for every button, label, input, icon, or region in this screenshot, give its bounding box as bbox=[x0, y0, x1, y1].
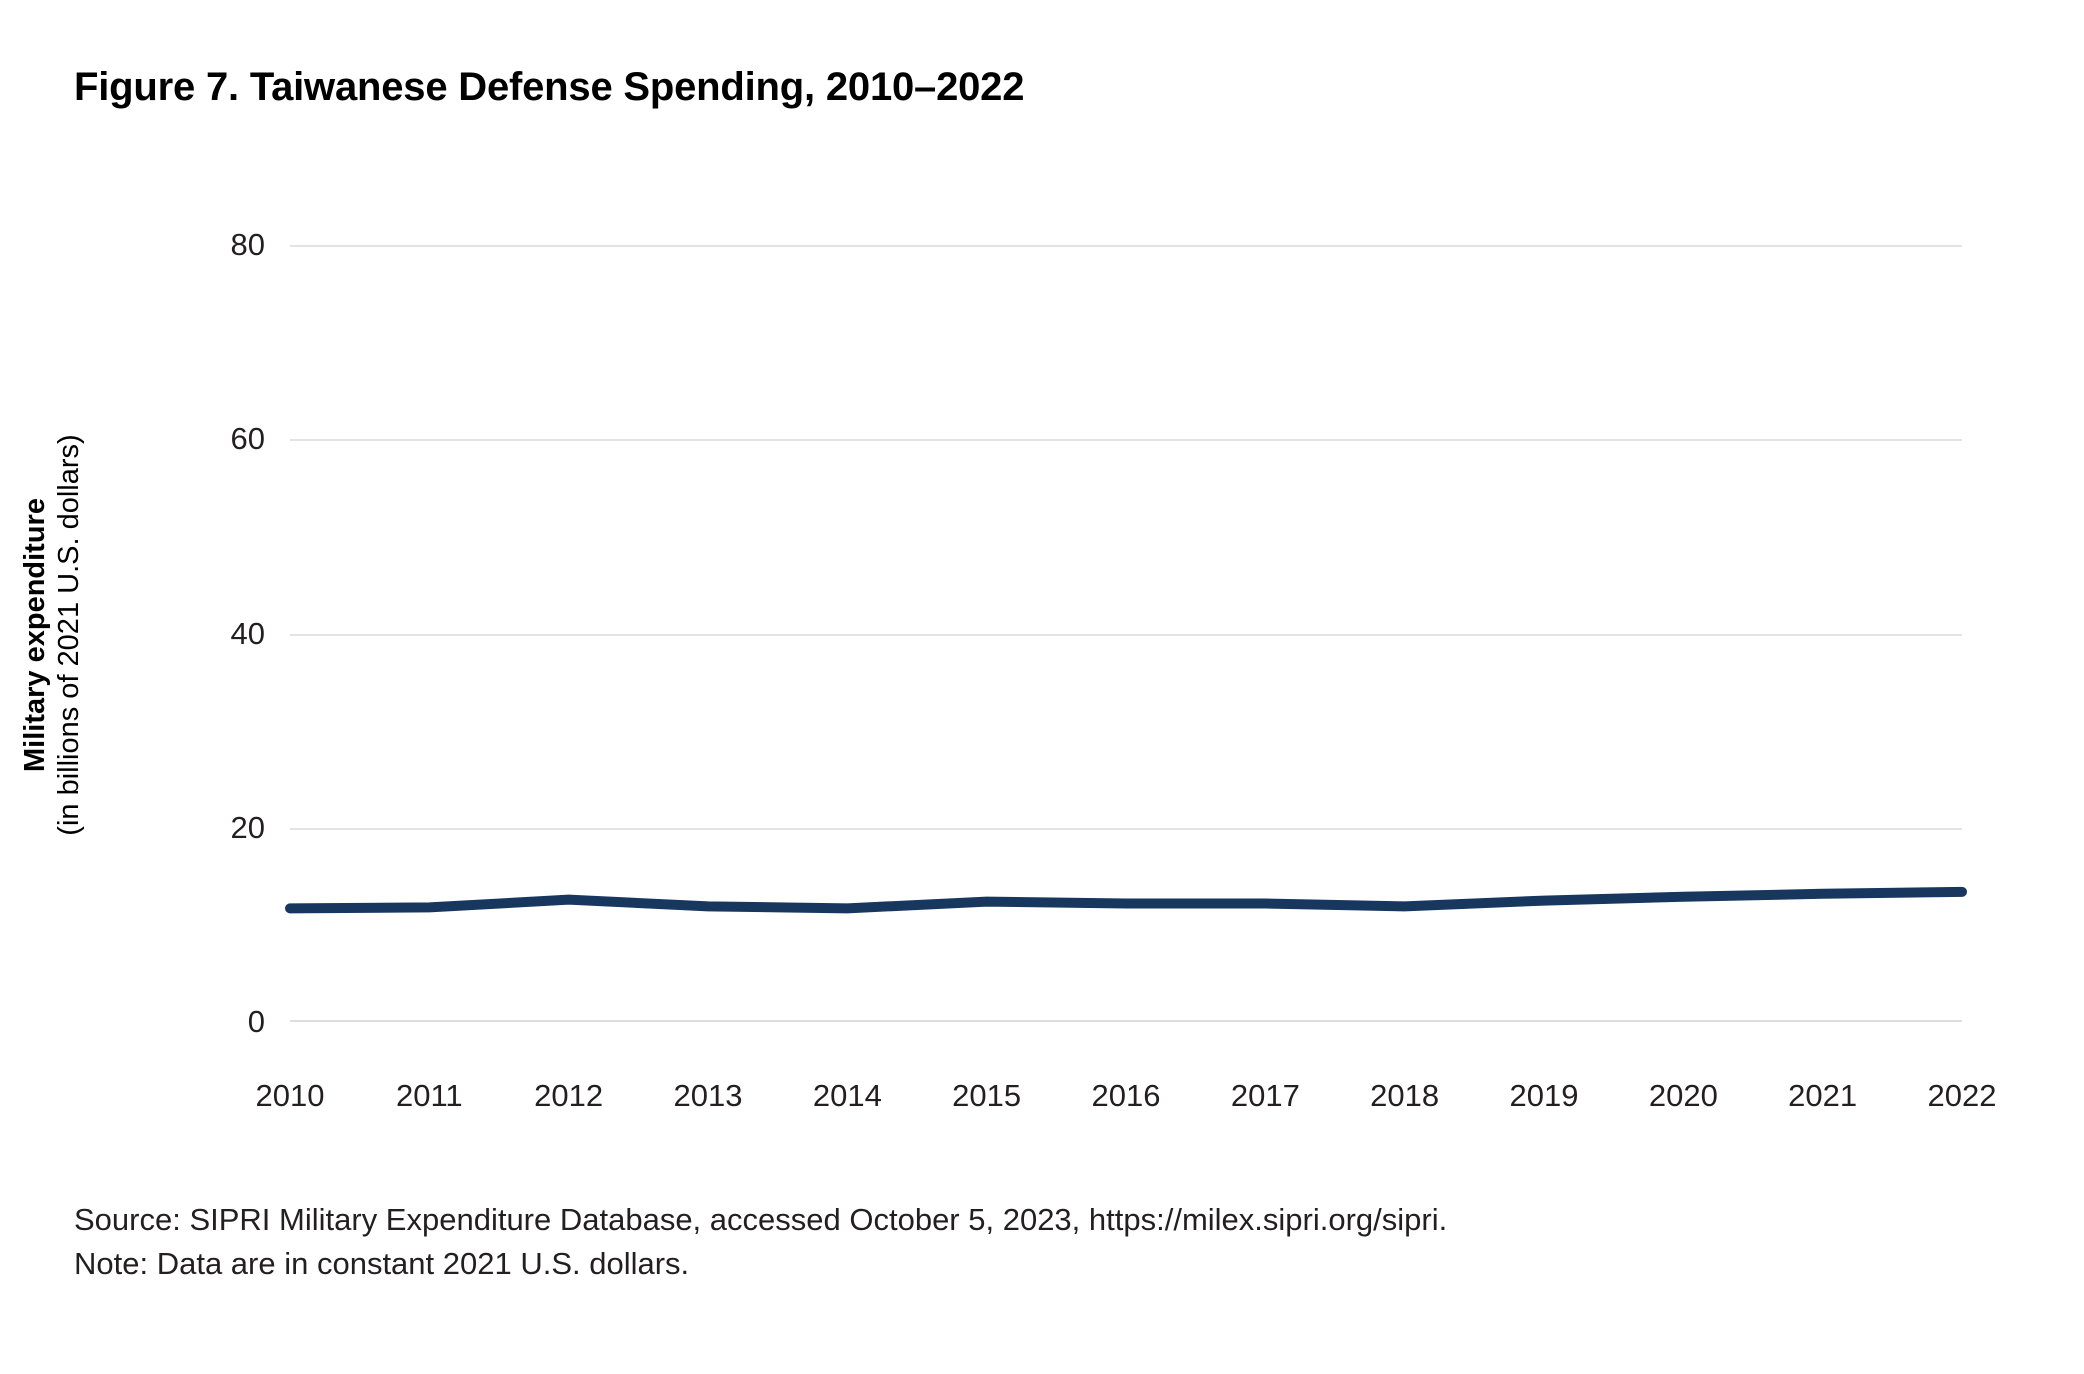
figure-title: Figure 7. Taiwanese Defense Spending, 20… bbox=[74, 65, 1025, 109]
x-tick-2016: 2016 bbox=[1091, 1078, 1161, 1113]
x-tick-2011: 2011 bbox=[395, 1078, 463, 1113]
y-axis-title-line2: (in billions of 2021 U.S. dollars) bbox=[53, 434, 86, 836]
y-tick-0: 0 bbox=[247, 1004, 265, 1039]
y-axis-ticks: 80 60 40 20 0 bbox=[145, 227, 265, 1039]
gridline-60 bbox=[290, 439, 1962, 441]
series-line-chart bbox=[285, 886, 1967, 914]
gridline-40 bbox=[290, 634, 1962, 636]
x-tick-2014: 2014 bbox=[812, 1078, 882, 1113]
x-tick-2018: 2018 bbox=[1370, 1078, 1440, 1113]
y-tick-80: 80 bbox=[230, 227, 265, 262]
gridline-20 bbox=[290, 828, 1962, 830]
gridline-80 bbox=[290, 245, 1962, 247]
x-axis-ticks: 2010 2011 2012 2013 2014 2015 2016 2017 2018 2019… bbox=[256, 1078, 1997, 1126]
gridline-0 bbox=[290, 1020, 1962, 1022]
y-tick-20: 20 bbox=[230, 810, 265, 845]
x-tick-2021: 2021 bbox=[1788, 1078, 1858, 1113]
x-tick-2020: 2020 bbox=[1648, 1078, 1718, 1113]
y-axis-title-line1: Military expenditure bbox=[19, 498, 51, 772]
y-tick-40: 40 bbox=[230, 616, 265, 651]
x-tick-2019: 2019 bbox=[1509, 1078, 1579, 1113]
plot-area bbox=[285, 245, 1967, 1022]
x-tick-2017: 2017 bbox=[1230, 1078, 1300, 1113]
figure-footnotes: Source: SIPRI Military Expenditure Datab… bbox=[74, 1198, 1874, 1286]
series-line-taiwan bbox=[285, 886, 1967, 914]
x-tick-2022: 2022 bbox=[1927, 1078, 1997, 1113]
data-note: Note: Data are in constant 2021 U.S. dol… bbox=[74, 1246, 690, 1282]
y-tick-60: 60 bbox=[230, 421, 265, 456]
x-tick-2015: 2015 bbox=[952, 1078, 1022, 1113]
x-tick-2012: 2012 bbox=[534, 1078, 604, 1113]
x-tick-2013: 2013 bbox=[673, 1078, 743, 1113]
y-axis-title: Military expenditure (in billions of 202… bbox=[18, 375, 118, 895]
gridlines bbox=[290, 245, 1962, 1022]
source-note: Source: SIPRI Military Expenditure Datab… bbox=[74, 1202, 1448, 1237]
x-tick-2010: 2010 bbox=[255, 1078, 325, 1113]
